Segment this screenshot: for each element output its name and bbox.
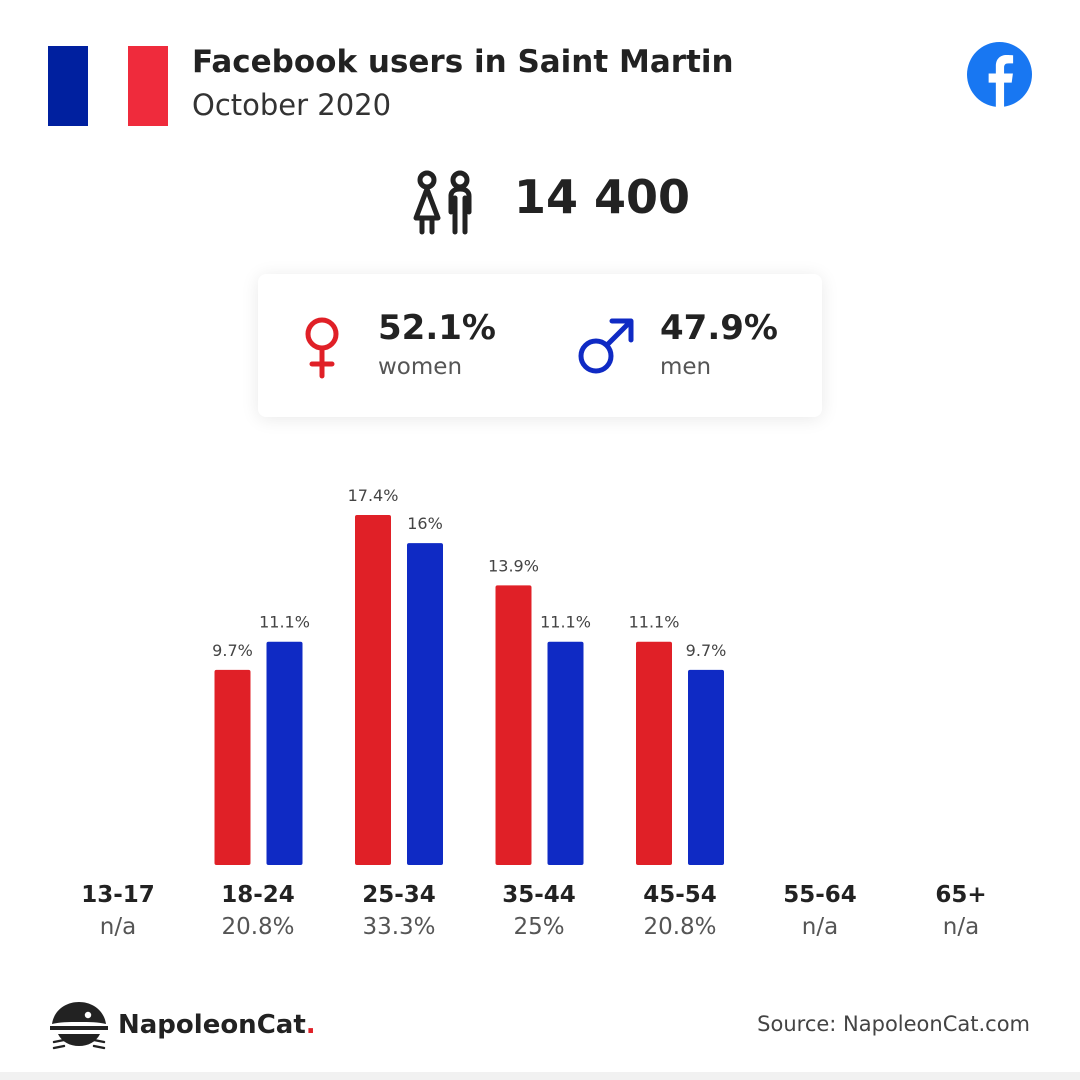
age-group: 65+ n/a [891, 882, 1031, 940]
bar-data-label: 9.7% [686, 641, 727, 660]
brand-name-text: NapoleonCat [118, 1010, 306, 1040]
page-title: Facebook users in Saint Martin [192, 44, 734, 80]
age-group-label: 45-54 [643, 882, 717, 908]
age-group-share: n/a [942, 914, 980, 940]
age-group-label: 55-64 [783, 882, 857, 908]
bar-35-44-series-1 [547, 641, 584, 865]
people-icon [413, 170, 472, 235]
women-label: women [378, 354, 463, 380]
age-group-share: 20.8% [643, 914, 717, 940]
total-users-value: 14 400 [514, 170, 691, 224]
age-group: 55-64 n/a [750, 882, 890, 940]
bottom-strip [0, 1072, 1080, 1080]
france-flag-icon [48, 46, 168, 126]
bar-45-54-series-1 [688, 669, 724, 865]
women-percent: 52.1% [378, 308, 496, 348]
age-group: 18-24 20.8% [188, 882, 328, 940]
bar-data-label: 11.1% [629, 613, 680, 632]
flag-stripe-red [128, 46, 168, 126]
bar-data-label: 17.4% [348, 486, 399, 505]
bar-data-label: 9.7% [212, 641, 253, 660]
bar-data-label: 11.1% [540, 613, 591, 632]
facebook-icon [967, 42, 1032, 107]
age-group: 45-54 20.8% [610, 882, 750, 940]
bar-25-34-series-0 [355, 515, 391, 865]
page-subtitle: October 2020 [192, 88, 392, 122]
bar-18-24-series-0 [214, 669, 251, 865]
flag-stripe-white [88, 46, 128, 126]
bar-data-label: 16% [407, 514, 443, 533]
age-group-share: 25% [513, 914, 565, 940]
age-group-label: 35-44 [502, 882, 576, 908]
age-group-share: n/a [99, 914, 137, 940]
age-group-share: 33.3% [362, 914, 436, 940]
source-text: Source: NapoleonCat.com [757, 1012, 1030, 1036]
age-group-share: n/a [801, 914, 839, 940]
age-gender-bar-chart: 9.7% 11.1% 17.4% 16% 13.9% 11.1% 11.1% 9.7% [212, 486, 727, 865]
brand-name-dot: . [305, 1010, 316, 1040]
age-group-label: 65+ [935, 882, 987, 908]
napoleoncat-logo-icon [50, 1002, 108, 1050]
age-group-label: 25-34 [362, 882, 436, 908]
age-group: 25-34 33.3% [329, 882, 469, 940]
bar-25-34-series-1 [407, 543, 443, 865]
female-symbol-icon [305, 317, 339, 379]
bar-data-label: 11.1% [259, 613, 310, 632]
men-percent: 47.9% [660, 308, 778, 348]
brand-name: NapoleonCat. [118, 1010, 316, 1040]
bar-18-24-series-1 [266, 641, 303, 865]
age-group: 35-44 25% [469, 882, 609, 940]
age-group-label: 18-24 [221, 882, 295, 908]
men-label: men [660, 354, 712, 380]
age-group-label: 13-17 [81, 882, 155, 908]
age-group-share: 20.8% [221, 914, 295, 940]
age-group: 13-17 n/a [48, 882, 188, 940]
male-symbol-icon [578, 318, 634, 374]
flag-stripe-blue [48, 46, 88, 126]
bar-data-label: 13.9% [488, 556, 539, 575]
gender-card: 52.1% women 47.9% men [258, 274, 822, 417]
bar-35-44-series-0 [495, 585, 532, 865]
bar-45-54-series-0 [636, 641, 672, 865]
